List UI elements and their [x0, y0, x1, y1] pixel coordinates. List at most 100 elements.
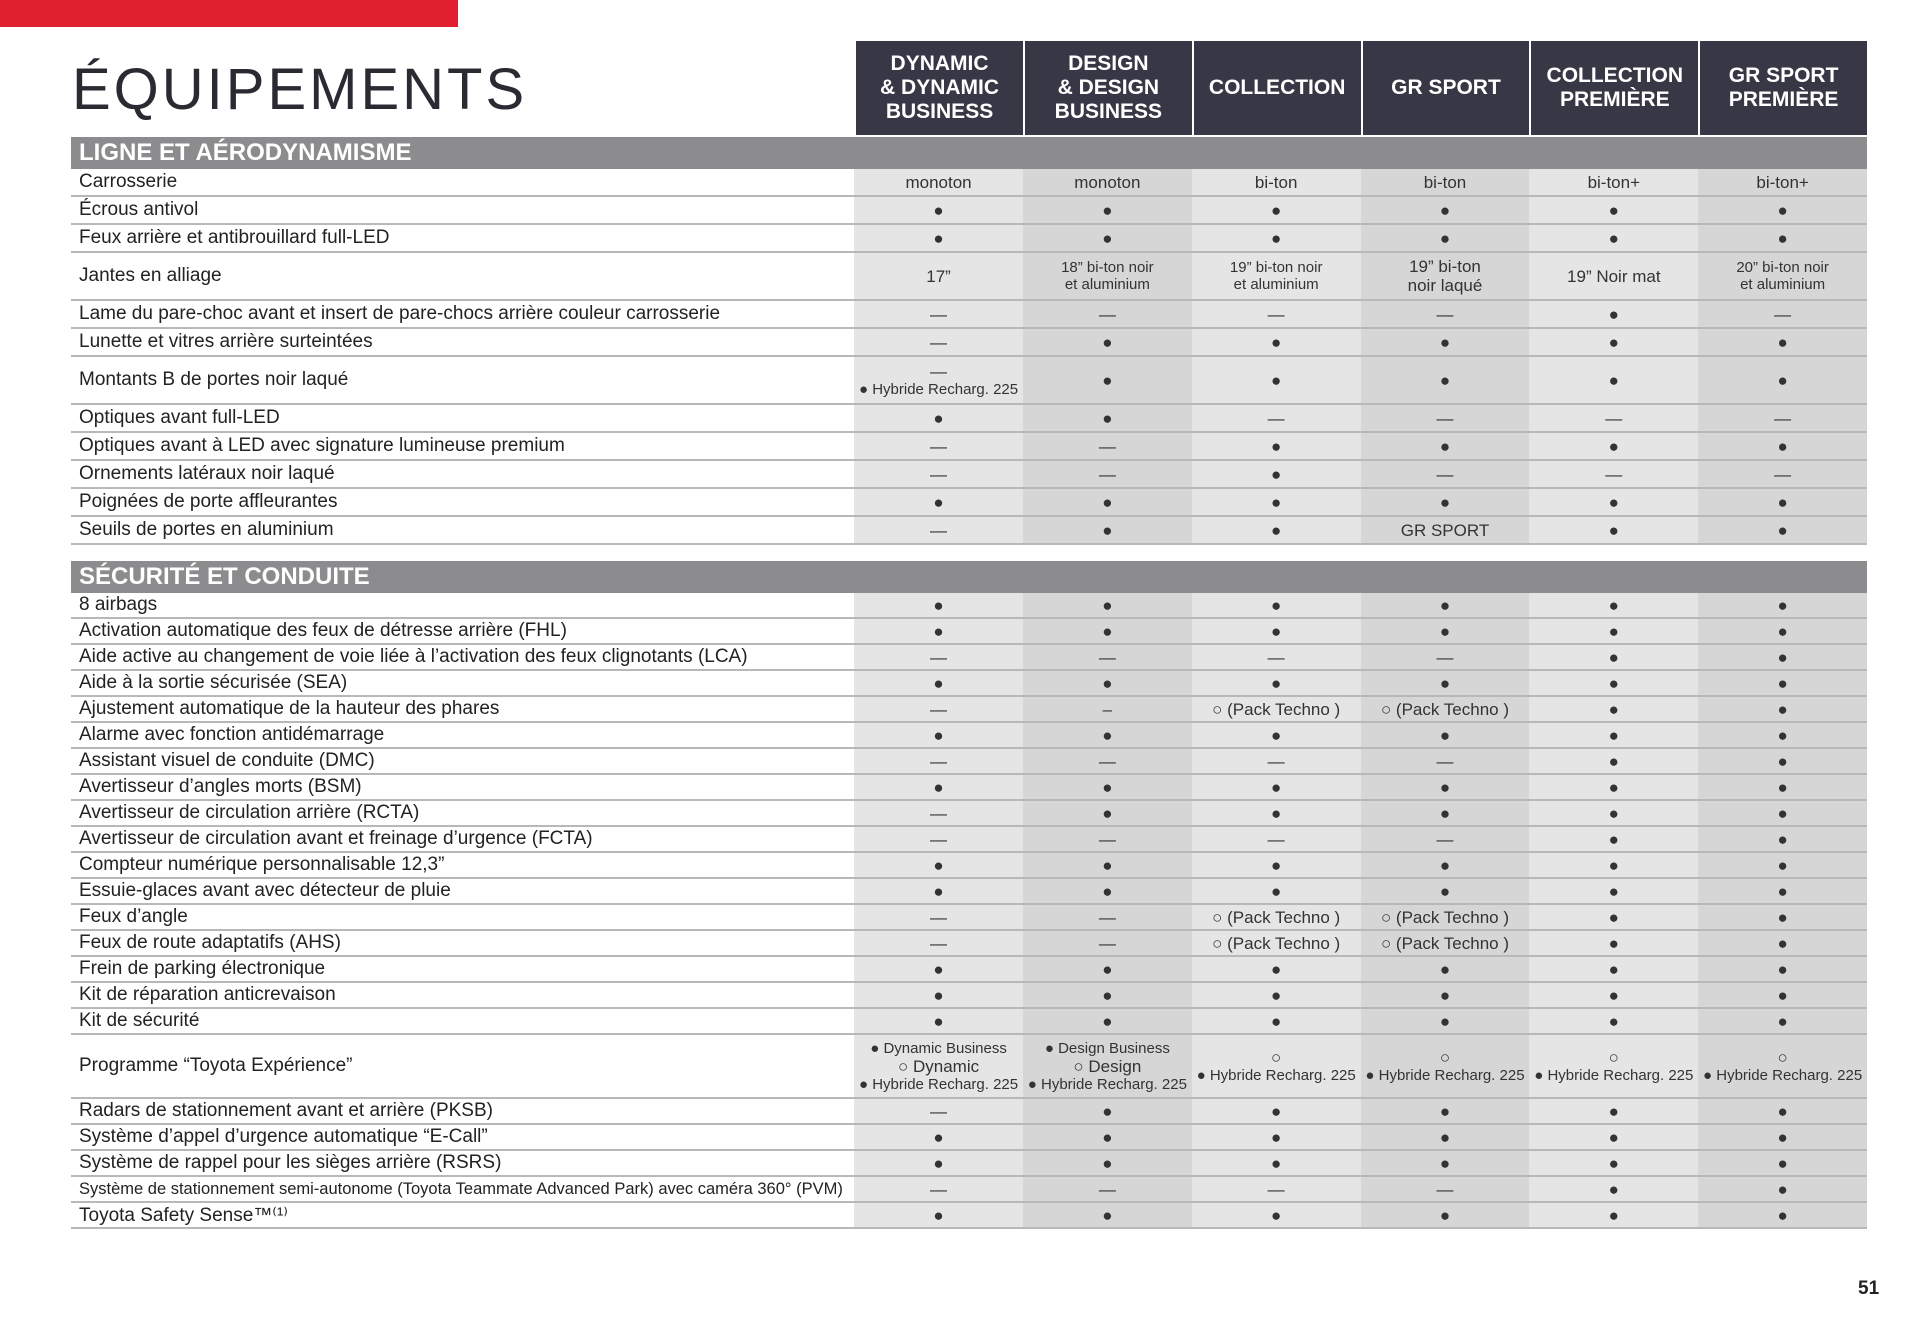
cell: ●	[1360, 1125, 1530, 1149]
cell-line: ●	[1608, 1205, 1619, 1225]
cell: ●	[1022, 405, 1192, 431]
cell-line: ●	[933, 595, 944, 615]
cell: ●	[1022, 879, 1192, 903]
section-title: LIGNE ET AÉRODYNAMISME	[71, 137, 1867, 169]
cell: ●	[1529, 1099, 1699, 1123]
cell-line: ●	[1608, 907, 1619, 927]
cell: ●	[1529, 489, 1699, 515]
cell-line: ●	[1439, 332, 1451, 352]
cell: ●	[1698, 801, 1868, 825]
cell: ○ ● Hybride Recharg. 225	[1191, 1035, 1361, 1097]
cell: ●	[1191, 853, 1361, 877]
table-row: Programme “Toyota Expérience” ● Dynamic B…	[71, 1035, 1868, 1099]
cell: ●	[1529, 357, 1699, 403]
cell: ●	[1191, 801, 1361, 825]
cell-line: ●	[1102, 621, 1113, 641]
cell: ○ ● Hybride Recharg. 225	[1698, 1035, 1868, 1097]
cell-line: ●	[1102, 1011, 1113, 1031]
cell-line: ●	[1608, 647, 1619, 667]
cell-line: noir laqué	[1407, 276, 1483, 295]
table-row: Aide à la sortie sécurisée (SEA) ● ● ● ● ● ●	[71, 671, 1868, 697]
cell: ●	[1022, 1125, 1192, 1149]
cell: —	[854, 801, 1023, 825]
table-row: Poignées de porte affleurantes ● ● ● ● ● ●	[71, 489, 1868, 517]
cell: ● Dynamic Business ○ Dynamic ● Hybride Rec…	[854, 1035, 1023, 1097]
cell: ●	[1360, 489, 1530, 515]
cell: —	[1022, 931, 1192, 955]
row-label: Lunette et vitres arrière surteintées	[79, 331, 373, 352]
table-row: Avertisseur de circulation avant et frei…	[71, 827, 1868, 853]
row-label: Avertisseur de circulation arrière (RCTA…	[79, 802, 420, 823]
cell: ●	[1698, 197, 1868, 223]
cell: ●	[1529, 197, 1699, 223]
cell-line: —	[930, 829, 948, 849]
cell: —	[854, 827, 1023, 851]
cell-line: —	[1098, 907, 1116, 927]
cell: —	[854, 433, 1023, 459]
cell: —	[1698, 461, 1868, 487]
cell: ●	[1191, 1151, 1361, 1175]
cell-line: ●	[1102, 777, 1113, 797]
table-row: Optiques avant à LED avec signature lumi…	[71, 433, 1868, 461]
cell-line: ●	[1608, 725, 1619, 745]
cell-line: —	[1267, 647, 1285, 667]
cell-line: ●	[1271, 855, 1282, 875]
cell-line: ○ (Pack Techno )	[1380, 933, 1510, 953]
cell: ●	[1529, 749, 1699, 773]
cell: ●	[1698, 827, 1868, 851]
cell: ●	[1360, 957, 1530, 981]
cell-line: ●	[1777, 332, 1788, 352]
table-row: Écrous antivol ● ● ● ● ● ●	[71, 197, 1868, 225]
cell: ●	[1022, 723, 1192, 747]
cell: ●	[1022, 801, 1192, 825]
cell: ●	[1698, 517, 1868, 543]
header-line: BUSINESS	[1054, 100, 1163, 123]
cell-line: ●	[1439, 959, 1451, 979]
cell-line: —	[1436, 1179, 1454, 1199]
cell-line: ●	[1102, 370, 1113, 390]
row-label: Feux arrière et antibrouillard full-LED	[79, 227, 390, 248]
cell-line: ●	[1271, 725, 1282, 745]
cell: ●	[1698, 879, 1868, 903]
cell-line: ●	[1271, 332, 1282, 352]
table-row: Radars de stationnement avant et arrière…	[71, 1099, 1868, 1125]
cell: ●	[1360, 983, 1530, 1007]
cell-line: ●	[1608, 304, 1619, 324]
cell-line: ●	[1271, 1205, 1282, 1225]
cell-line: —	[1267, 829, 1285, 849]
cell: ●	[1698, 645, 1868, 669]
cell: —	[1022, 301, 1192, 327]
cell: —	[1360, 301, 1530, 327]
cell-line: ●	[933, 1153, 944, 1173]
cell-line: ○	[1439, 1048, 1451, 1067]
cell-line: —	[1098, 464, 1116, 484]
cell: ●	[854, 1125, 1023, 1149]
cell: ●	[1191, 1009, 1361, 1033]
table-row: Activation automatique des feux de détre…	[71, 619, 1868, 645]
row-label: Système d’appel d’urgence automatique “E…	[79, 1126, 488, 1147]
cell-line: ●	[1439, 673, 1451, 693]
cell-line: ●	[1102, 1153, 1113, 1173]
cell-line: ●	[1271, 1101, 1282, 1121]
cell-line: ● Design Business	[1044, 1039, 1170, 1057]
cell-line: —	[930, 1101, 948, 1121]
cell-line: ●	[1608, 332, 1619, 352]
column-header: DYNAMIC & DYNAMIC BUSINESS	[856, 41, 1023, 135]
cell-line: ●	[933, 408, 944, 428]
cell: — ● Hybride Recharg. 225	[854, 357, 1023, 403]
cell-line: —	[930, 803, 948, 823]
cell-line: —	[1436, 647, 1454, 667]
cell-line: —	[930, 907, 948, 927]
cell: ●	[1529, 619, 1699, 643]
cell: ●	[1191, 1099, 1361, 1123]
cell-line: ●	[1608, 829, 1619, 849]
cell: ●	[1360, 433, 1530, 459]
cell: ○ (Pack Techno )	[1360, 697, 1530, 721]
cell: ●	[1529, 433, 1699, 459]
table-row: Ornements latéraux noir laqué — — ● — — —	[71, 461, 1868, 489]
cell-line: ●	[1777, 907, 1788, 927]
cell-line: ●	[1608, 228, 1619, 248]
cell: ●	[1698, 749, 1868, 773]
cell-line: 19” bi-ton	[1409, 257, 1481, 276]
cell-line: —	[930, 751, 948, 771]
